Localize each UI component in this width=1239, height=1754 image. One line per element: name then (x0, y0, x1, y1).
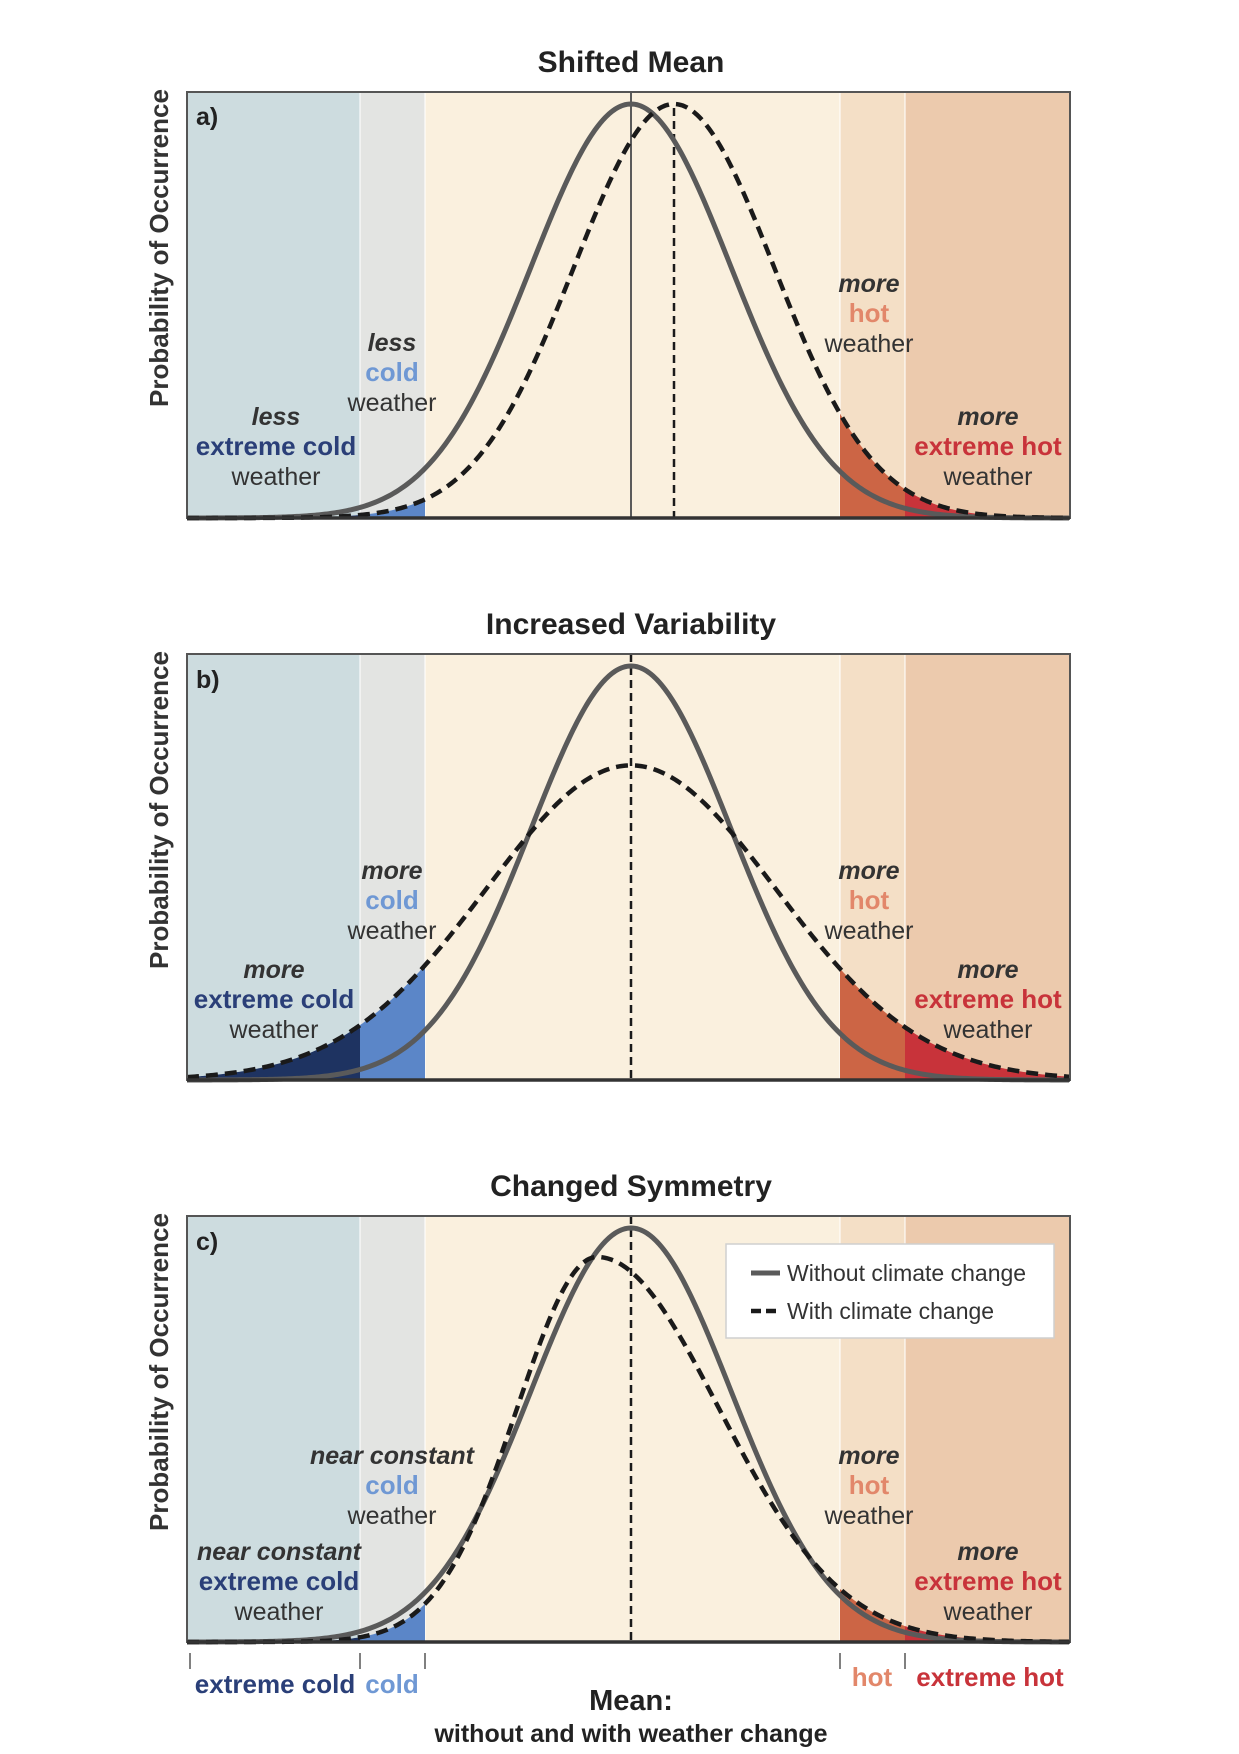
annotation-keyword: extreme hot (914, 1566, 1062, 1596)
zone-extreme-cold (187, 92, 360, 518)
panel-title: Increased Variability (486, 608, 776, 641)
annotation-cold: more cold weather (347, 857, 437, 945)
panel-changed-symmetry: Changed Symmetry Probability of Occurren… (144, 1170, 1071, 1645)
zone-center (425, 654, 840, 1080)
annotation-weather: weather (943, 1016, 1033, 1044)
zone-extreme-cold (187, 654, 360, 1080)
legend-label-dashed: With climate change (787, 1298, 994, 1324)
axis-label-cold: cold (365, 1669, 418, 1699)
axis-label-extreme-hot: extreme hot (916, 1662, 1064, 1692)
annotation-modifier: more (838, 857, 899, 885)
mean-sublabel: without and with weather change (433, 1720, 827, 1748)
annotation-modifier: more (957, 956, 1018, 984)
annotation-modifier: less (252, 403, 301, 431)
annotation-modifier: more (838, 1442, 899, 1470)
y-axis-label: Probability of Occurrence (144, 89, 174, 407)
curve-without-climate-change (187, 663, 1069, 1083)
annotation-extreme-hot: more extreme hot weather (914, 403, 1062, 491)
zone-extreme-hot (905, 654, 1070, 1080)
annotation-keyword: cold (365, 1470, 418, 1500)
panel-increased-variability: Increased Variability Probability of Occ… (144, 608, 1071, 1083)
legend-box (725, 1243, 1055, 1339)
annotation-weather: weather (347, 1502, 437, 1530)
annotation-keyword: cold (365, 885, 418, 915)
curve-with-climate-change (187, 101, 1070, 521)
annotation-weather: weather (824, 330, 914, 358)
annotation-keyword: cold (365, 357, 418, 387)
zone-cold (360, 1216, 425, 1642)
annotation-weather: weather (347, 917, 437, 945)
annotation-weather: weather (824, 1502, 914, 1530)
annotation-keyword: extreme cold (194, 984, 354, 1014)
annotation-extreme-hot: more extreme hot weather (914, 1538, 1062, 1626)
fill-extreme-hot (905, 489, 1070, 518)
curve-with-climate-change (186, 763, 1070, 1080)
annotation-modifier: more (957, 1538, 1018, 1566)
annotation-hot: more hot weather (824, 1442, 914, 1530)
annotation-modifier: near constant (197, 1538, 363, 1566)
y-axis-label: Probability of Occurrence (144, 651, 174, 969)
fill-cold (360, 965, 425, 1080)
annotation-weather: weather (231, 463, 321, 491)
annotation-keyword: extreme hot (914, 431, 1062, 461)
panel-shifted-mean: Shifted Mean Probability of Occurrence a… (144, 46, 1071, 521)
fill-extreme-hot (905, 1027, 1070, 1080)
annotation-keyword: extreme cold (199, 1566, 359, 1596)
axis-label-extreme-cold: extreme cold (195, 1669, 355, 1699)
annotation-modifier: more (957, 403, 1018, 431)
annotation-modifier: more (838, 270, 899, 298)
fill-extreme-cold (187, 1025, 360, 1080)
zone-center (425, 92, 840, 518)
annotation-modifier: near constant (310, 1442, 476, 1470)
curve-without-climate-change (187, 101, 1069, 521)
annotation-weather: weather (824, 917, 914, 945)
axis-label-hot: hot (852, 1662, 893, 1692)
annotation-keyword: hot (849, 1470, 890, 1500)
annotation-modifier: more (361, 857, 422, 885)
annotation-cold: near constant cold weather (310, 1442, 476, 1530)
annotation-hot: more hot weather (824, 857, 914, 945)
legend-label-solid: Without climate change (787, 1260, 1026, 1286)
annotation-extreme-hot: more extreme hot weather (914, 956, 1062, 1044)
annotation-extreme-cold: near constant extreme cold weather (197, 1538, 363, 1626)
annotation-keyword: extreme hot (914, 984, 1062, 1014)
annotation-cold: less cold weather (347, 329, 437, 417)
annotation-modifier: more (243, 956, 304, 984)
legend: Without climate change With climate chan… (725, 1243, 1055, 1339)
annotation-weather: weather (943, 463, 1033, 491)
panel-title: Changed Symmetry (490, 1170, 772, 1203)
bottom-axis: extreme cold cold hot extreme hot Mean: … (189, 1653, 1064, 1748)
panel-title: Shifted Mean (538, 46, 725, 79)
annotation-keyword: extreme cold (196, 431, 356, 461)
panel-label: c) (196, 1228, 218, 1256)
fill-hot (840, 968, 905, 1080)
zone-cold (360, 92, 425, 518)
annotation-extreme-cold: more extreme cold weather (194, 956, 354, 1044)
annotation-weather: weather (943, 1598, 1033, 1626)
zone-extreme-hot (905, 92, 1070, 518)
panel-label: b) (196, 666, 220, 694)
annotation-modifier: less (368, 329, 417, 357)
annotation-weather: weather (229, 1016, 319, 1044)
annotation-weather: weather (347, 389, 437, 417)
curve-with-climate-change (187, 1254, 1070, 1645)
fill-cold (360, 499, 425, 518)
annotation-weather: weather (234, 1598, 324, 1626)
annotation-hot: more hot weather (824, 270, 914, 358)
annotation-keyword: hot (849, 298, 890, 328)
annotation-keyword: hot (849, 885, 890, 915)
fill-cold (360, 1603, 425, 1642)
annotation-extreme-cold: less extreme cold weather (196, 403, 356, 491)
mean-label: Mean: (589, 1685, 673, 1717)
panel-label: a) (196, 103, 218, 131)
curve-without-climate-change (187, 1225, 1069, 1645)
zone-extreme-cold (187, 1216, 360, 1642)
y-axis-label: Probability of Occurrence (144, 1213, 174, 1531)
